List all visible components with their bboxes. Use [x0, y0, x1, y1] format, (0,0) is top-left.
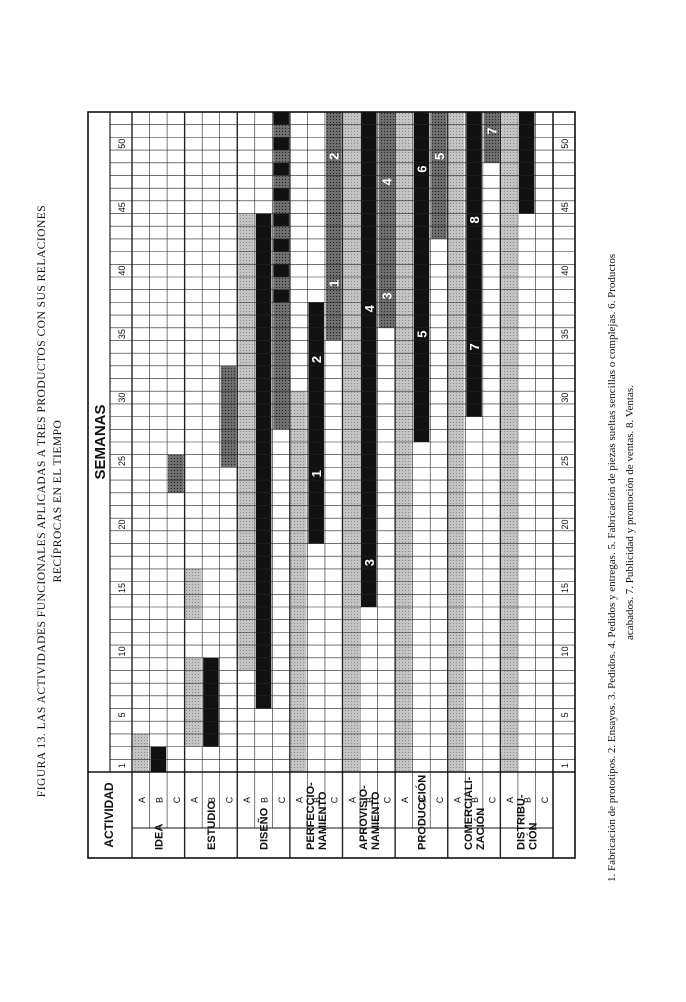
bottom-tick-label-30: 30	[560, 393, 570, 403]
row-label-7-B: B	[523, 797, 533, 803]
bottom-tick-label-10: 10	[560, 646, 570, 656]
extra-bar-5-stripe	[273, 238, 289, 252]
bar-g1-r1-0	[203, 657, 219, 747]
top-tick-label-40: 40	[117, 266, 127, 276]
row-label-5-C: C	[435, 796, 445, 803]
extra-bar-5-stripe	[273, 289, 289, 303]
row-label-0-A: A	[137, 797, 147, 803]
bottom-tick-label-25: 25	[560, 456, 570, 466]
bar-g3-r1-0	[308, 302, 324, 544]
top-tick-label-50: 50	[117, 139, 127, 149]
extra-bar-5-stripe	[273, 188, 289, 201]
bar-g5-r1-0-mark-6: 6	[414, 165, 429, 172]
legend-note-line2: acabados. 7. Publicidad y promoción de v…	[624, 385, 636, 640]
row-a-bar-0	[133, 733, 149, 772]
row-label-7-A: A	[505, 797, 515, 803]
extra-bar-5-stripe	[273, 213, 289, 227]
bar-g5-r1-0-mark-5: 5	[414, 330, 429, 337]
bar-g3-r1-0-mark-1: 1	[309, 470, 324, 477]
row-label-3-C: C	[330, 796, 340, 803]
extra-bar-3	[238, 492, 254, 557]
extra-bar-5-stripe	[273, 264, 289, 277]
extra-bar-0	[168, 454, 184, 493]
group-name-2-line0: DISEÑO	[258, 807, 271, 850]
row-label-0-B: B	[154, 797, 164, 803]
row-label-6-C: C	[488, 796, 498, 803]
extra-bar-5-stripe	[273, 112, 289, 125]
bar-g6-r2-0-mark-7: 7	[485, 127, 500, 134]
bar-g6-r1-0-mark-8: 8	[467, 216, 482, 223]
bar-g4-r2-0-mark-3: 3	[379, 292, 394, 299]
row-label-7-C: C	[540, 796, 550, 803]
bottom-tick-label-5: 5	[560, 712, 570, 717]
group-name-3-line0: PERFECCIO-	[305, 782, 317, 850]
row-label-3-A: A	[295, 797, 305, 803]
bar-g4-r1-0-mark-3: 3	[362, 559, 377, 566]
bar-g2-r1-0	[255, 213, 272, 709]
bottom-tick-label-15: 15	[560, 583, 570, 593]
header-weeks: SEMANAS	[92, 404, 109, 479]
extra-bar-6	[290, 391, 307, 455]
top-tick-label-5: 5	[117, 712, 127, 717]
top-tick-label-35: 35	[117, 329, 127, 339]
group-name-4-line1: NAMIENTO	[370, 791, 382, 850]
bar-g5-r2-0-mark-5: 5	[432, 153, 447, 160]
group-name-4-line0: APROVISIO-	[358, 785, 370, 850]
top-tick-label-15: 15	[117, 583, 127, 593]
top-tick-label-10: 10	[117, 646, 127, 656]
top-tick-label-45: 45	[117, 202, 127, 212]
row-label-1-B: B	[207, 797, 217, 803]
group-name-7-line1: CIÓN	[527, 822, 540, 850]
bar-g3-r1-0-mark-2: 2	[309, 356, 324, 363]
row-label-1-C: C	[224, 796, 234, 803]
bottom-tick-label-40: 40	[560, 266, 570, 276]
row-label-2-B: B	[260, 797, 270, 803]
bottom-tick-label-1: 1	[560, 763, 570, 768]
header-activity: ACTIVIDAD	[102, 782, 116, 848]
group-name-7-line0: DISTRIBU-	[516, 794, 528, 850]
row-label-6-B: B	[470, 797, 480, 803]
extra-bar-5-stripe	[273, 162, 289, 176]
top-tick-label-20: 20	[117, 519, 127, 529]
bar-g4-r2-0	[378, 112, 395, 328]
row-label-0-C: C	[172, 796, 182, 803]
chart-frame	[87, 111, 576, 859]
bottom-tick-label-35: 35	[560, 329, 570, 339]
group-name-0-line0: IDEA	[153, 824, 165, 850]
group-name-6-line1: ZACIÓN	[474, 808, 487, 850]
bar-g3-r2-0-mark-2: 2	[327, 153, 342, 160]
bar-g3-r2-0-mark-1: 1	[327, 280, 342, 287]
bar-g4-r1-0	[361, 112, 377, 607]
row-label-2-A: A	[242, 797, 252, 803]
group-name-1-line0: ESTUDIO	[206, 801, 218, 850]
row-label-4-B: B	[365, 797, 375, 803]
group-name-6-line0: COMERCIALI-	[463, 776, 475, 850]
bottom-tick-label-50: 50	[560, 139, 570, 149]
row-a-bar-1	[185, 657, 202, 747]
row-label-4-C: C	[382, 796, 392, 803]
bottom-tick-label-45: 45	[560, 202, 570, 212]
top-tick-label-30: 30	[117, 393, 127, 403]
row-label-5-A: A	[400, 797, 410, 803]
row-label-6-A: A	[453, 797, 463, 803]
bar-g6-r1-0-mark-7: 7	[467, 343, 482, 350]
top-tick-label-25: 25	[117, 456, 127, 466]
row-label-2-C: C	[277, 796, 287, 803]
row-label-1-A: A	[189, 797, 199, 803]
row-label-4-A: A	[347, 797, 357, 803]
group-name-3-line1: NAMIENTO	[317, 791, 329, 850]
row-label-3-B: B	[312, 797, 322, 803]
top-tick-label-1: 1	[117, 763, 127, 768]
legend-note-line1: 1. Fabricación de prototipos. 2. Ensayos…	[606, 253, 618, 882]
bottom-tick-label-20: 20	[560, 519, 570, 529]
group-name-5-line0: PRODUCCIÓN	[415, 775, 428, 850]
bar-g4-r2-0-mark-4: 4	[379, 177, 394, 185]
row-label-5-B: B	[417, 797, 427, 803]
extra-bar-5-stripe	[273, 137, 289, 151]
bar-g4-r1-0-mark-4: 4	[362, 304, 377, 312]
